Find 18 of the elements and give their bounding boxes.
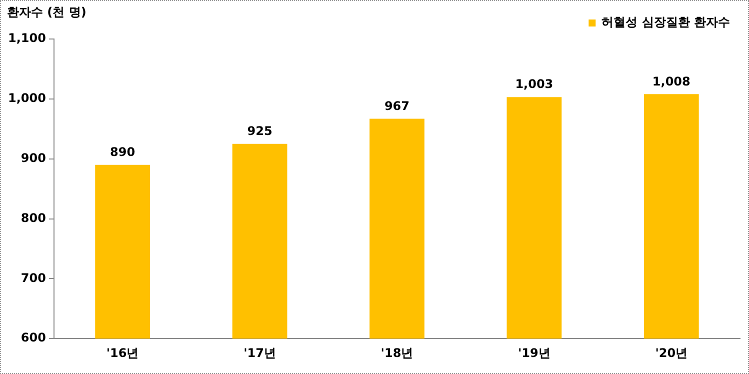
- y-tick-label: 600: [20, 330, 46, 345]
- data-label: 967: [384, 98, 410, 113]
- x-tick-label: '18년: [380, 346, 414, 360]
- y-tick-label: 1,000: [8, 91, 46, 106]
- x-tick-label: '20년: [655, 346, 688, 360]
- data-label: 1,003: [515, 77, 554, 92]
- data-label: 1,008: [652, 74, 690, 88]
- legend-label: 허혈성 심장질환 환자수: [602, 15, 730, 30]
- x-tick-label: '17년: [244, 346, 276, 360]
- x-tick-label: '19년: [518, 346, 550, 360]
- data-label: 925: [247, 124, 272, 138]
- x-tick-label: '16년: [106, 346, 139, 360]
- y-tick-label: 900: [20, 150, 46, 165]
- y-tick-label: 800: [20, 210, 46, 225]
- y-tick-label: 700: [20, 270, 46, 285]
- data-label: 890: [110, 144, 136, 159]
- y-tick-label: 1,100: [8, 31, 46, 46]
- y-axis-title: 환자수 (천 명): [7, 5, 86, 20]
